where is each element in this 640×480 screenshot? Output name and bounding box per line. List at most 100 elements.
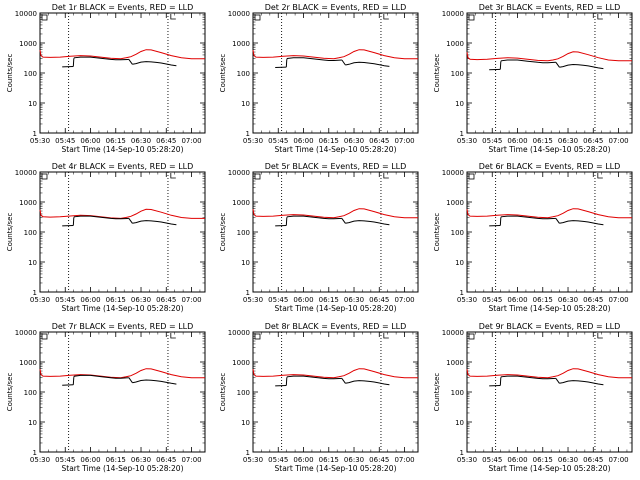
x-tick-label: 06:15	[533, 137, 553, 145]
y-axis-label: Counts/sec	[6, 373, 14, 412]
corner-marker-right	[383, 333, 389, 339]
y-tick-label: 1000	[19, 199, 37, 207]
events-series-step	[341, 378, 346, 384]
x-tick-label: 06:15	[533, 456, 553, 464]
events-series-line	[500, 59, 556, 64]
events-series-line	[73, 215, 129, 220]
corner-marker-right	[597, 173, 603, 179]
y-tick-label: 10	[241, 100, 250, 108]
y-tick-label: 100	[237, 70, 250, 78]
x-tick-label: 06:15	[319, 456, 339, 464]
events-series-step	[72, 377, 75, 385]
x-tick-label: 06:00	[293, 456, 313, 464]
events-series-step	[285, 217, 288, 226]
x-tick-label: 06:15	[319, 137, 339, 145]
y-axis-label: Counts/sec	[219, 373, 227, 412]
x-tick-label: 05:45	[268, 296, 288, 304]
events-series-step	[285, 377, 288, 386]
x-tick-label: 06:15	[533, 296, 553, 304]
x-axis-label: Start Time (14-Sep-10 05:28:20)	[275, 464, 397, 473]
corner-marker-left	[254, 333, 261, 340]
x-tick-label: 06:30	[344, 137, 364, 145]
lld-series-line	[252, 208, 418, 219]
events-series-line	[132, 379, 177, 385]
x-axis-label: Start Time (14-Sep-10 05:28:20)	[489, 464, 611, 473]
events-series-step	[72, 58, 75, 67]
x-tick-label: 05:30	[243, 296, 263, 304]
chart-title: Det 8r BLACK = Events, RED = LLD	[265, 322, 407, 331]
x-tick-label: 05:30	[457, 296, 477, 304]
x-tick-label: 05:45	[482, 296, 502, 304]
chart-panel-5: Det 5r BLACK = Events, RED = LLD 1 10 100 10…	[219, 162, 419, 313]
y-axis-label: Counts/sec	[219, 213, 227, 252]
x-axis-label: Start Time (14-Sep-10 05:28:20)	[275, 304, 397, 313]
lld-series-line	[466, 208, 632, 219]
lld-series-line	[39, 368, 205, 379]
x-axis-label: Start Time (14-Sep-10 05:28:20)	[62, 145, 184, 154]
x-tick-label: 05:45	[55, 296, 75, 304]
plot-frame	[252, 171, 419, 293]
chart-title: Det 6r BLACK = Events, RED = LLD	[479, 162, 621, 171]
x-axis-label: Start Time (14-Sep-10 05:28:20)	[489, 145, 611, 154]
y-tick-label: 100	[24, 389, 37, 397]
y-tick-label: 10000	[442, 10, 464, 18]
chart-title: Det 1r BLACK = Events, RED = LLD	[52, 3, 194, 12]
plot-frame	[252, 12, 419, 134]
events-series-step	[128, 218, 133, 224]
x-tick-label: 06:30	[558, 456, 578, 464]
x-tick-label: 06:00	[293, 296, 313, 304]
x-tick-label: 07:00	[181, 456, 201, 464]
chart-title: Det 5r BLACK = Events, RED = LLD	[265, 162, 407, 171]
x-tick-label: 05:30	[30, 456, 50, 464]
corner-marker-right	[383, 14, 389, 20]
corner-marker-left	[41, 173, 48, 180]
chart-panel-7: Det 7r BLACK = Events, RED = LLD 1 10 100 10…	[6, 322, 206, 473]
x-tick-label: 06:30	[131, 456, 151, 464]
x-tick-label: 06:45	[156, 456, 176, 464]
plot-frame	[466, 331, 633, 453]
y-axis-label: Counts/sec	[6, 213, 14, 252]
x-tick-label: 06:30	[131, 296, 151, 304]
corner-marker-left	[41, 333, 48, 340]
x-tick-label: 06:15	[106, 137, 126, 145]
x-tick-label: 07:00	[608, 456, 628, 464]
events-series-line	[132, 220, 177, 226]
x-axis-label: Start Time (14-Sep-10 05:28:20)	[62, 304, 184, 313]
corner-marker-left	[41, 14, 48, 21]
x-tick-label: 06:00	[507, 137, 527, 145]
plot-frame	[466, 171, 633, 293]
x-tick-label: 06:45	[583, 456, 603, 464]
x-tick-label: 05:45	[55, 137, 75, 145]
y-tick-label: 1000	[232, 40, 250, 48]
events-series-line	[559, 380, 604, 386]
y-axis-label: Counts/sec	[219, 54, 227, 93]
chart-panel-8: Det 8r BLACK = Events, RED = LLD 1 10 100 10…	[219, 322, 419, 473]
x-tick-label: 05:45	[268, 137, 288, 145]
y-tick-label: 100	[237, 389, 250, 397]
chart-title: Det 7r BLACK = Events, RED = LLD	[52, 322, 194, 331]
chart-title: Det 4r BLACK = Events, RED = LLD	[52, 162, 194, 171]
x-axis-label: Start Time (14-Sep-10 05:28:20)	[275, 145, 397, 154]
events-series-line	[345, 61, 390, 67]
corner-marker-right	[170, 14, 176, 20]
x-tick-label: 05:30	[457, 137, 477, 145]
events-series-step	[72, 217, 75, 226]
chart-title: Det 3r BLACK = Events, RED = LLD	[479, 3, 621, 12]
x-tick-label: 07:00	[394, 137, 414, 145]
y-tick-label: 1	[246, 289, 250, 297]
y-axis-label: Counts/sec	[6, 54, 14, 93]
y-tick-label: 100	[24, 229, 37, 237]
x-tick-label: 06:00	[507, 456, 527, 464]
x-tick-label: 06:45	[369, 456, 389, 464]
x-tick-label: 05:30	[30, 137, 50, 145]
x-tick-label: 06:30	[558, 137, 578, 145]
x-tick-label: 06:45	[583, 296, 603, 304]
events-series-line	[559, 220, 604, 226]
y-tick-label: 10	[241, 259, 250, 267]
x-tick-label: 06:30	[344, 456, 364, 464]
events-series-line	[286, 375, 342, 380]
y-tick-label: 10	[455, 419, 464, 427]
y-tick-label: 10	[28, 419, 37, 427]
x-tick-label: 06:30	[558, 296, 578, 304]
x-tick-label: 06:00	[507, 296, 527, 304]
